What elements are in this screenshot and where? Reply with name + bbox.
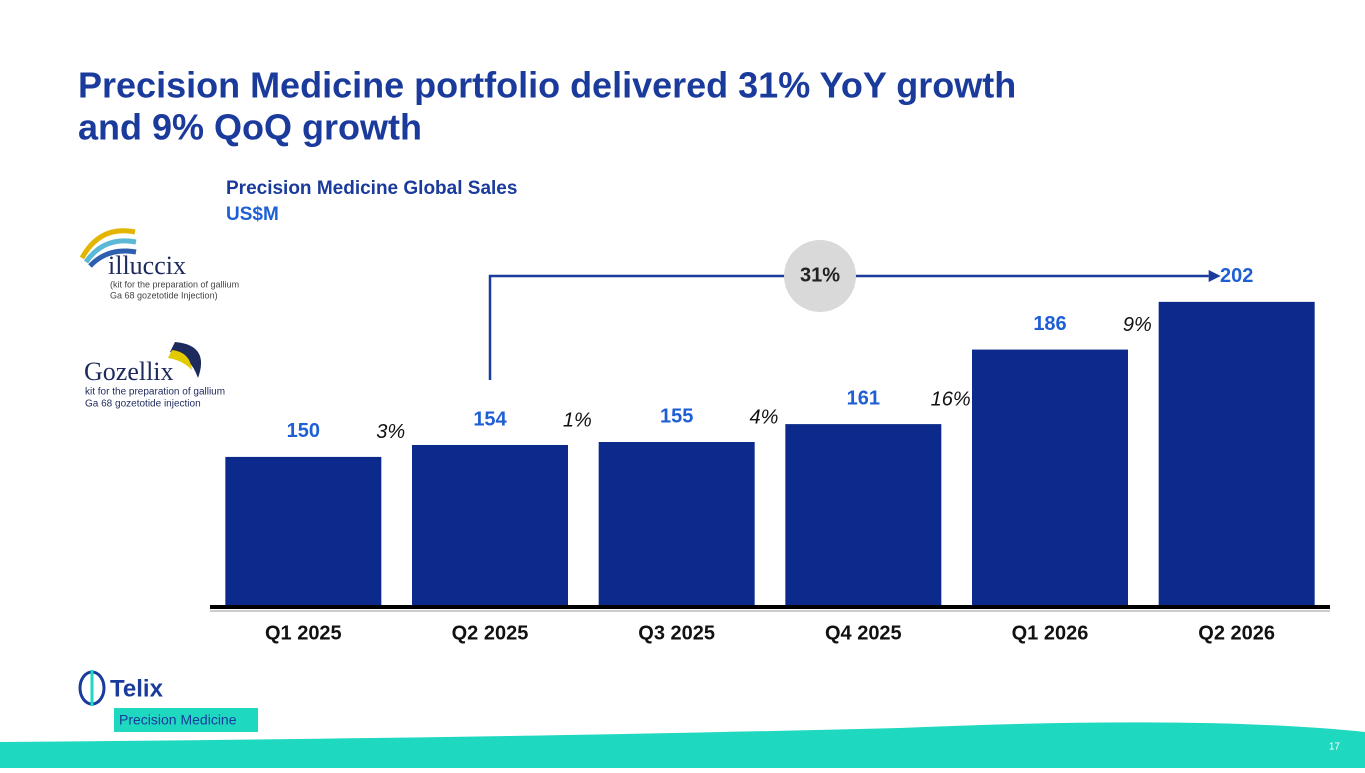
x-tick-label: Q1 2026 bbox=[1012, 622, 1089, 644]
logo-text: Telix bbox=[110, 675, 164, 702]
title: Precision Medicine portfolio delivered 3… bbox=[78, 65, 1016, 106]
tag-text: Precision Medicine bbox=[119, 712, 237, 728]
illuccix-logo: illuccix (kit for the preparation of gal… bbox=[79, 228, 239, 300]
x-tick-label: Q2 2025 bbox=[452, 622, 529, 644]
tag-bg bbox=[114, 708, 258, 732]
x-tick-label: Q2 2026 bbox=[1198, 622, 1275, 644]
bar bbox=[225, 456, 382, 606]
chart-title: Precision Medicine Global Sales bbox=[226, 178, 517, 199]
growth-label: 3% bbox=[376, 421, 405, 443]
value-label: 202 bbox=[1220, 265, 1253, 287]
title: and 9% QoQ growth bbox=[78, 107, 422, 148]
bar bbox=[972, 349, 1128, 606]
value-label: 155 bbox=[660, 405, 693, 427]
logo-note: kit for the preparation of gallium bbox=[85, 387, 225, 398]
footer-wave bbox=[0, 722, 1365, 768]
x-tick-label: Q3 2025 bbox=[638, 622, 715, 644]
logo-note: Ga 68 gozetotide Injection) bbox=[110, 290, 218, 300]
value-label: 154 bbox=[473, 408, 507, 430]
logo-note: Ga 68 gozetotide injection bbox=[85, 399, 201, 410]
arrow-head bbox=[1208, 270, 1221, 282]
growth-label: 16% bbox=[931, 388, 971, 410]
logo-note: (kit for the preparation of gallium bbox=[110, 279, 239, 289]
bar bbox=[785, 424, 942, 606]
telix-logo: Telix Precision Medicine bbox=[78, 670, 258, 732]
bar bbox=[1158, 301, 1315, 606]
value-label: 161 bbox=[847, 387, 880, 409]
growth-label: 1% bbox=[563, 409, 592, 431]
bar bbox=[412, 444, 568, 606]
yoy-badge bbox=[784, 240, 856, 312]
yoy-label: 31% bbox=[800, 264, 840, 286]
logo-text: Gozellix bbox=[84, 357, 174, 386]
gozellix-logo: Gozellix kit for the preparation of gall… bbox=[84, 342, 225, 410]
growth-label: 4% bbox=[750, 406, 779, 428]
value-label: 186 bbox=[1033, 313, 1066, 335]
value-label: 150 bbox=[287, 420, 320, 442]
yoy-bracket bbox=[488, 274, 1209, 380]
growth-label: 9% bbox=[1123, 314, 1152, 336]
page-number: 17 bbox=[1329, 742, 1341, 753]
x-tick-label: Q1 2025 bbox=[265, 622, 342, 644]
x-tick-label: Q4 2025 bbox=[825, 622, 902, 644]
logo-text: illuccix bbox=[108, 251, 186, 280]
bar bbox=[598, 442, 755, 606]
chart-subtitle: US$M bbox=[226, 204, 279, 225]
